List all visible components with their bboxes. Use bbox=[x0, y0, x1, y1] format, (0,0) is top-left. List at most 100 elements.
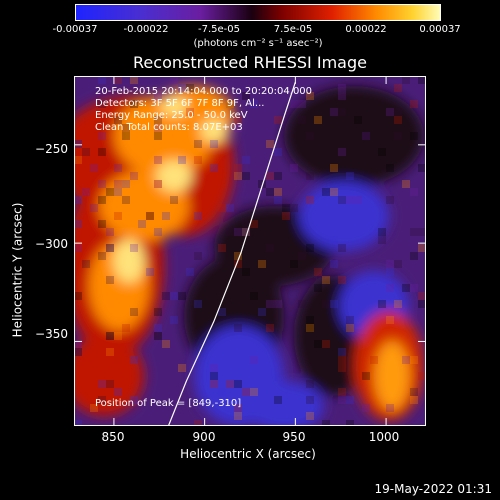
heatmap-pixel bbox=[114, 116, 122, 124]
heatmap-pixel bbox=[298, 116, 306, 124]
heatmap-bright-core bbox=[200, 119, 228, 143]
heatmap-pixel bbox=[98, 252, 106, 260]
heatmap-pixel bbox=[194, 252, 202, 260]
heatmap-pixel bbox=[242, 156, 250, 164]
heatmap-pixel bbox=[74, 196, 82, 204]
heatmap-pixel bbox=[74, 348, 82, 356]
heatmap-pixel bbox=[242, 92, 250, 100]
heatmap-pixel bbox=[306, 132, 314, 140]
heatmap-pixel bbox=[306, 380, 314, 388]
heatmap-pixel bbox=[154, 180, 162, 188]
heatmap-pixel bbox=[218, 172, 226, 180]
heatmap-pixel bbox=[290, 100, 298, 108]
heatmap-pixel bbox=[114, 164, 122, 172]
heatmap-pixel bbox=[106, 300, 114, 308]
heatmap-pixel bbox=[298, 300, 306, 308]
heatmap-pixel bbox=[418, 300, 426, 308]
heatmap-pixel bbox=[386, 164, 394, 172]
heatmap-pixel bbox=[306, 196, 314, 204]
heatmap-blue-region bbox=[244, 381, 324, 426]
heatmap-pixel bbox=[418, 164, 426, 172]
heatmap-pixel bbox=[250, 220, 258, 228]
heatmap-pixel bbox=[266, 172, 274, 180]
heatmap-pixel bbox=[122, 180, 130, 188]
heatmap-pixel bbox=[282, 212, 290, 220]
heatmap-pixel bbox=[98, 396, 106, 404]
heatmap-pixel bbox=[362, 372, 370, 380]
heatmap-pixel bbox=[242, 228, 250, 236]
heatmap-pixel bbox=[330, 164, 338, 172]
heatmap-pixel bbox=[178, 84, 186, 92]
colorbar-tick-label: -0.00037 bbox=[52, 24, 98, 35]
heatmap-pixel bbox=[130, 76, 138, 84]
heatmap-pixel bbox=[122, 124, 130, 132]
heatmap-pixel bbox=[298, 100, 306, 108]
heatmap-pixel bbox=[98, 196, 106, 204]
heatmap-orange-region bbox=[374, 341, 410, 411]
heatmap-pixel bbox=[186, 268, 194, 276]
heatmap-pixel bbox=[322, 188, 330, 196]
heatmap-pixel bbox=[130, 308, 138, 316]
heatmap-pixel bbox=[194, 300, 202, 308]
colorbar-unit-label: (photons cm⁻² s⁻¹ asec⁻²) bbox=[193, 38, 323, 49]
heatmap-pixel bbox=[234, 252, 242, 260]
heatmap-pixel bbox=[258, 180, 266, 188]
heatmap-pixel bbox=[338, 364, 346, 372]
heatmap-pixel bbox=[114, 388, 122, 396]
x-tick-label: 850 bbox=[101, 430, 125, 444]
heatmap-pixel bbox=[114, 180, 122, 188]
heatmap-pixel bbox=[354, 196, 362, 204]
heatmap-pixel bbox=[98, 76, 106, 84]
heatmap-pixel bbox=[122, 132, 130, 140]
heatmap-pixel bbox=[266, 300, 274, 308]
heatmap-pixel bbox=[290, 204, 298, 212]
heatmap-pixel bbox=[154, 180, 162, 188]
heatmap-pixel bbox=[106, 332, 114, 340]
info-time-range: 20-Feb-2015 20:14:04.000 to 20:20:04.000 bbox=[95, 86, 313, 97]
heatmap-pixel bbox=[74, 292, 82, 300]
heatmap-pixel bbox=[338, 356, 346, 364]
heatmap-pixel bbox=[74, 140, 82, 148]
heatmap-pixel bbox=[234, 324, 242, 332]
heatmap-pixel bbox=[402, 284, 410, 292]
heatmap-pixel bbox=[386, 196, 394, 204]
heatmap-pixel bbox=[266, 140, 274, 148]
heatmap-pixel bbox=[106, 244, 114, 252]
x-tick-label: 900 bbox=[192, 430, 216, 444]
heatmap-pixel bbox=[106, 380, 114, 388]
heatmap-pixel bbox=[194, 420, 202, 426]
heatmap-plot bbox=[74, 76, 426, 426]
colorbar-tick-label: 0.00037 bbox=[419, 24, 461, 35]
heatmap-pixel bbox=[330, 236, 338, 244]
heatmap-pixel bbox=[322, 300, 330, 308]
heatmap-pixel bbox=[242, 220, 250, 228]
heatmap-pixel bbox=[290, 164, 298, 172]
heatmap-pixel bbox=[146, 212, 154, 220]
info-detectors: Detectors: 3F 5F 6F 7F 8F 9F, Al... bbox=[95, 98, 265, 109]
heatmap-pixel bbox=[378, 300, 386, 308]
heatmap-pixel bbox=[74, 340, 82, 348]
heatmap-pixel bbox=[106, 244, 114, 252]
heatmap-pixel bbox=[330, 260, 338, 268]
heatmap-pixel bbox=[234, 412, 242, 420]
heatmap-pixel bbox=[82, 148, 90, 156]
heatmap-pixel bbox=[98, 180, 106, 188]
heatmap-pixel bbox=[306, 244, 314, 252]
heatmap-pixel bbox=[306, 324, 314, 332]
heatmap-pixel bbox=[370, 356, 378, 364]
colorbar-tick-label: -7.5e-05 bbox=[198, 24, 240, 35]
heatmap-pixel bbox=[186, 108, 194, 116]
heatmap-pixel bbox=[314, 284, 322, 292]
heatmap-pixel bbox=[250, 356, 258, 364]
heatmap-pixel bbox=[154, 132, 162, 140]
heatmap-pixel bbox=[346, 172, 354, 180]
heatmap-pixel bbox=[386, 268, 394, 276]
heatmap-pixel bbox=[410, 188, 418, 196]
colorbar-tick-label: 7.5e-05 bbox=[273, 24, 313, 35]
heatmap-pixel bbox=[314, 268, 322, 276]
heatmap-pixel bbox=[194, 140, 202, 148]
chart-title: Reconstructed RHESSI Image bbox=[133, 53, 367, 72]
heatmap-pixel bbox=[74, 140, 82, 148]
heatmap-pixel bbox=[242, 388, 250, 396]
heatmap-pixel bbox=[410, 132, 418, 140]
